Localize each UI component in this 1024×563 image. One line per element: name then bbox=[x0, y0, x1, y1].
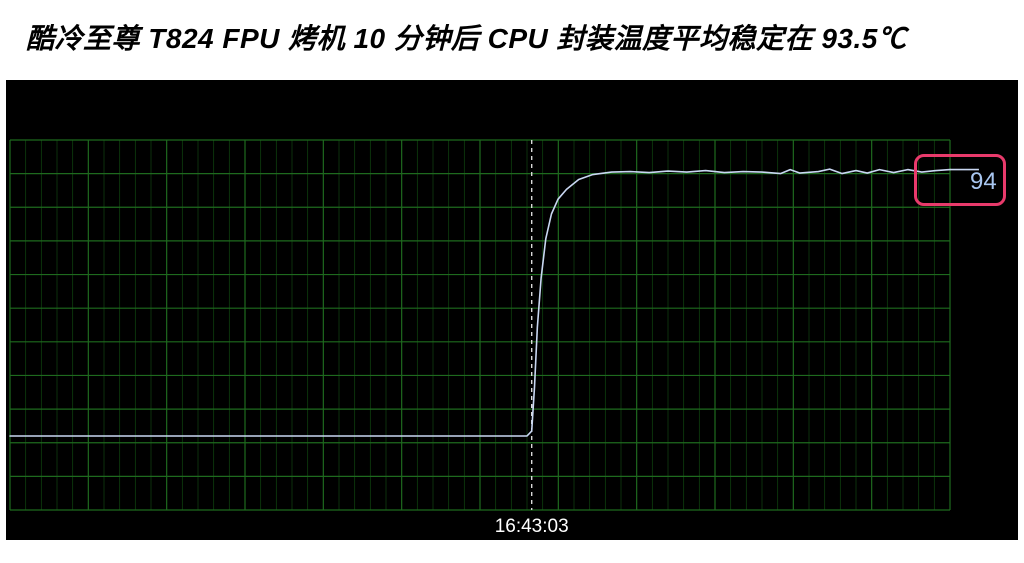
chart-container: 16:43:03 94 bbox=[0, 74, 1024, 556]
page-root: 酷冷至尊 T824 FPU 烤机 10 分钟后 CPU 封装温度平均稳定在 93… bbox=[0, 0, 1024, 563]
value-highlight-box bbox=[914, 154, 1006, 206]
page-title: 酷冷至尊 T824 FPU 烤机 10 分钟后 CPU 封装温度平均稳定在 93… bbox=[26, 17, 906, 57]
title-bar: 酷冷至尊 T824 FPU 烤机 10 分钟后 CPU 封装温度平均稳定在 93… bbox=[0, 0, 1024, 74]
bottom-strip bbox=[6, 540, 1024, 556]
time-axis-label: 16:43:03 bbox=[495, 516, 569, 538]
temperature-chart: 16:43:03 94 bbox=[6, 80, 1018, 540]
chart-svg bbox=[6, 80, 1018, 540]
